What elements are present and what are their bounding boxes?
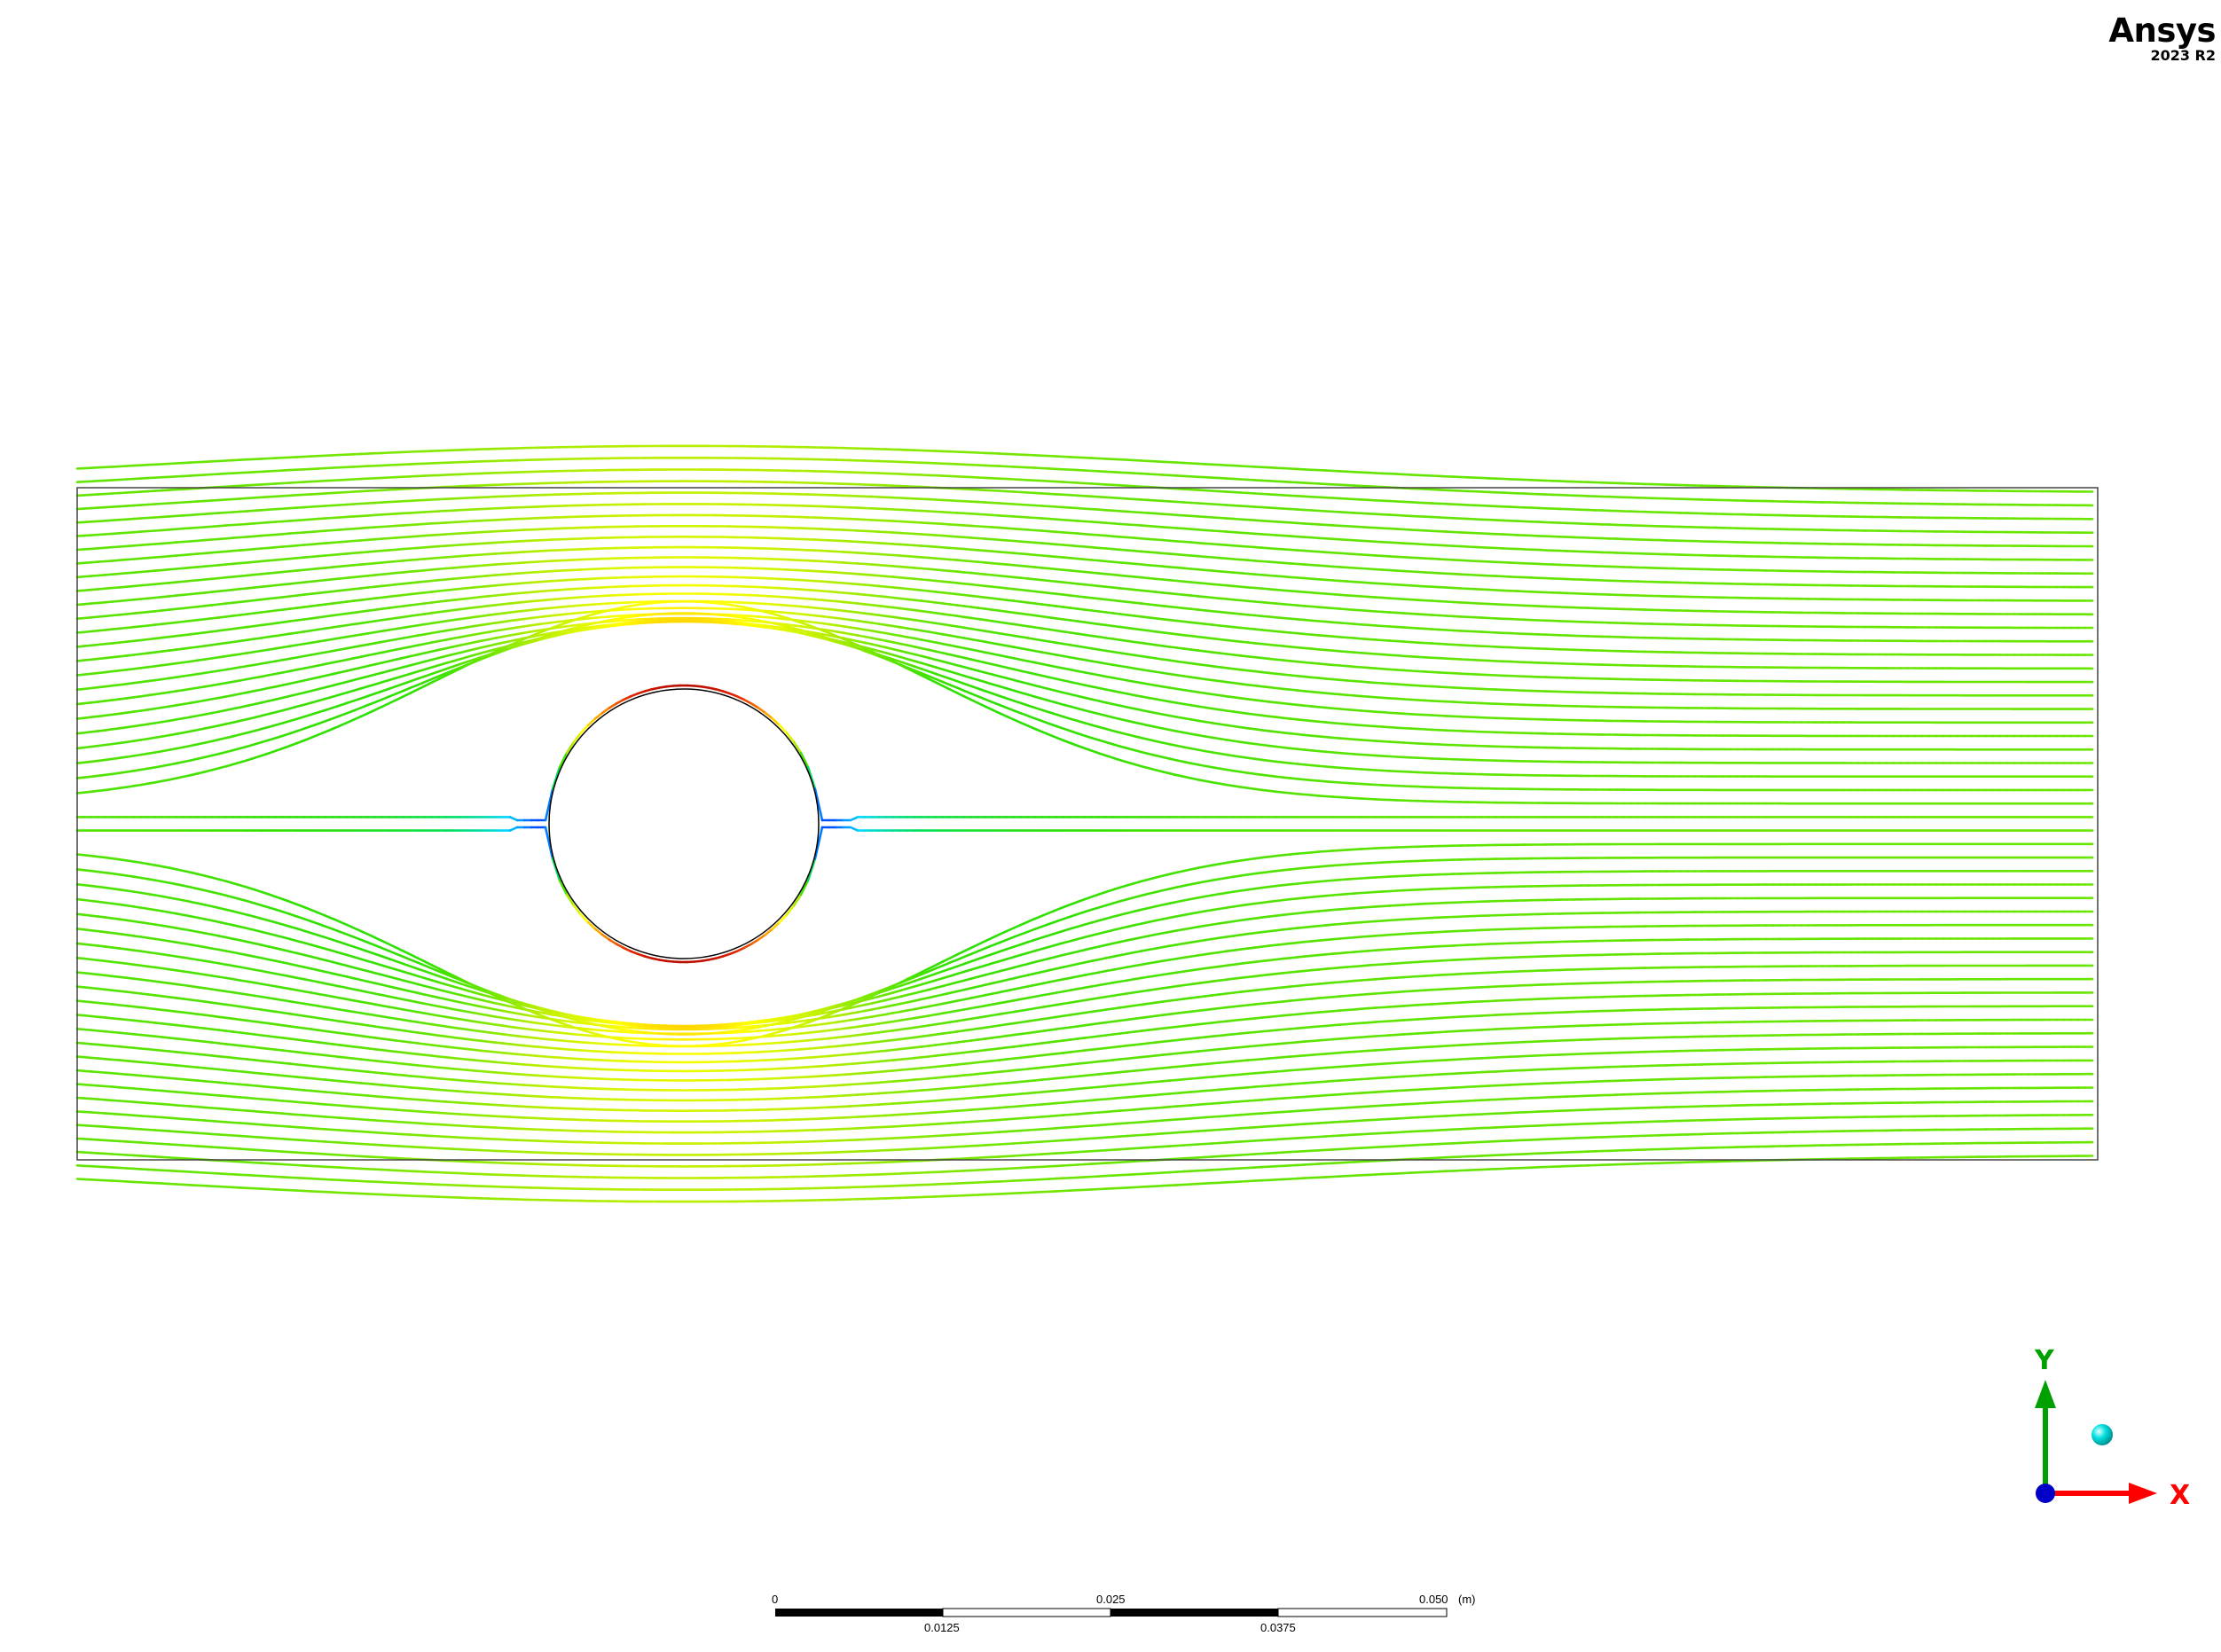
streamlines-group: [77, 446, 2092, 1202]
